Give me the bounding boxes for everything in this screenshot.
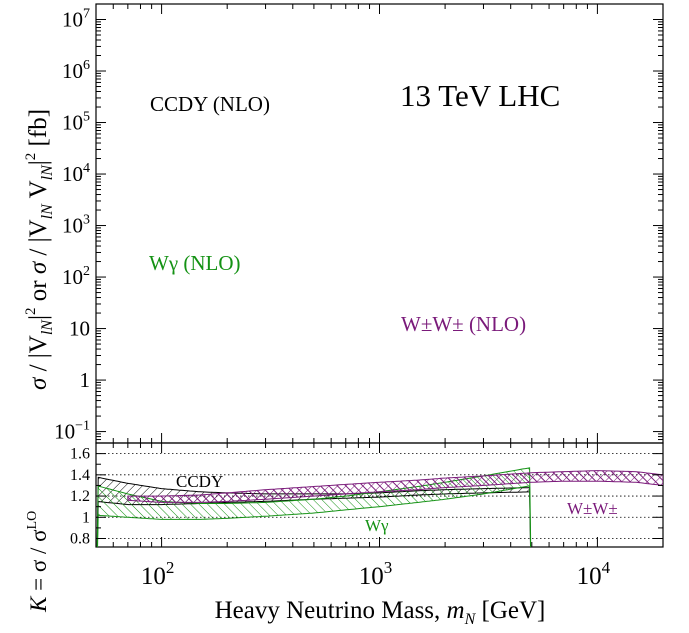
lower-y-tick-label: 0.8 (70, 531, 90, 548)
tick-exponent: 3 (83, 213, 90, 228)
tick-exponent: −1 (75, 419, 90, 434)
lower-y-tick-label: 1.4 (70, 467, 90, 484)
tick-exponent: 4 (83, 161, 90, 176)
upper-y-tick-label: 104 (62, 161, 90, 186)
lower-y-tick-label: 1 (82, 509, 90, 526)
tick-exponent: 3 (384, 558, 393, 577)
x-tick-label: 103 (359, 558, 393, 590)
upper-y-tick-label: 10−1 (54, 419, 90, 444)
lower-y-tick-label: 1.2 (70, 488, 90, 505)
upper-y-tick-label: 107 (62, 7, 90, 32)
upper-y-tick-label: 106 (62, 58, 90, 83)
tick-exponent: 2 (166, 558, 175, 577)
tick-exponent: 4 (602, 558, 611, 577)
k-label-wgamma: Wγ (365, 516, 389, 535)
series-label-ccdy: CCDY (NLO) (150, 92, 270, 116)
tick-exponent: 2 (83, 264, 90, 279)
x-tick-label: 102 (141, 558, 175, 590)
upper-y-tick-label: 10 (69, 317, 90, 341)
lower-y-axis-label: K = σ / σLO (25, 511, 51, 613)
x-ticks (95, 4, 664, 547)
upper-y-tick-label: 102 (62, 264, 90, 289)
upper-y-tick-label: 105 (62, 110, 90, 135)
tick-exponent: 5 (83, 110, 90, 125)
x-axis-label: Heavy Neutrino Mass, mN [GeV] (215, 597, 546, 628)
tick-exponent: 7 (83, 7, 90, 22)
x-tick-label: 104 (577, 558, 611, 590)
lower-curves (96, 453, 663, 547)
k-label-ww: W±W± (567, 499, 618, 518)
upper-y-axis-label: σ / |VlN|2 or σ / |VlN VlN|2 [fb] (23, 109, 56, 390)
series-label-ww: W±W± (NLO) (401, 312, 526, 336)
lower-y-tick-label: 1.6 (70, 446, 90, 463)
k-band-2 (127, 470, 663, 503)
upper-panel-frame (95, 3, 664, 444)
lower-y-ticks (96, 453, 663, 540)
series-label-wgamma: Wγ (NLO) (149, 251, 241, 275)
upper-y-tick-label: 103 (62, 213, 90, 238)
chart-title: 13 TeV LHC (400, 78, 560, 113)
tick-exponent: 6 (83, 58, 90, 73)
upper-y-ticks (96, 3, 663, 444)
upper-y-tick-label: 1 (80, 368, 91, 392)
k-label-ccdy: CCDY (176, 472, 223, 491)
